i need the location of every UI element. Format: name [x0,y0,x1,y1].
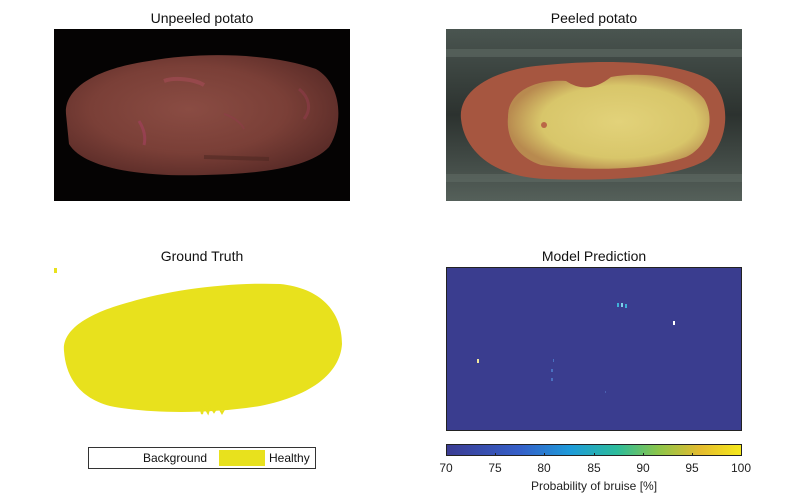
panel-title-prediction: Model Prediction [541,248,647,264]
peeled-potato-image [446,29,742,201]
ground-truth-legend: Background Healthy [88,447,316,469]
panel-title-unpeeled: Unpeeled potato [150,10,254,26]
legend-swatch-healthy [219,450,265,466]
colorbar-tick-label: 80 [537,461,551,475]
colorbar-tick-label: 100 [730,461,752,475]
ground-truth-mask [50,266,350,418]
legend-label-healthy: Healthy [269,451,310,465]
colorbar-tick-label: 70 [439,461,453,475]
colorbar-tick-label: 95 [685,461,699,475]
colorbar-label: Probability of bruise [%] [530,479,658,493]
colorbar-tick-mark [741,453,742,456]
colorbar-tick-mark [594,453,595,456]
unpeeled-potato-image [54,29,350,201]
colorbar-tick-mark [692,453,693,456]
colorbar-tick-label: 90 [636,461,650,475]
colorbar-tick-mark [446,453,447,456]
colorbar-tick-label: 75 [488,461,502,475]
colorbar-tick-mark [544,453,545,456]
panel-title-peeled: Peeled potato [550,10,638,26]
colorbar-tick-label: 85 [587,461,601,475]
colorbar-tick-mark [495,453,496,456]
legend-label-background: Background [143,451,208,465]
colorbar-tick-mark [643,453,644,456]
panel-title-ground-truth: Ground Truth [160,248,244,264]
prediction-heatmap [446,267,742,431]
